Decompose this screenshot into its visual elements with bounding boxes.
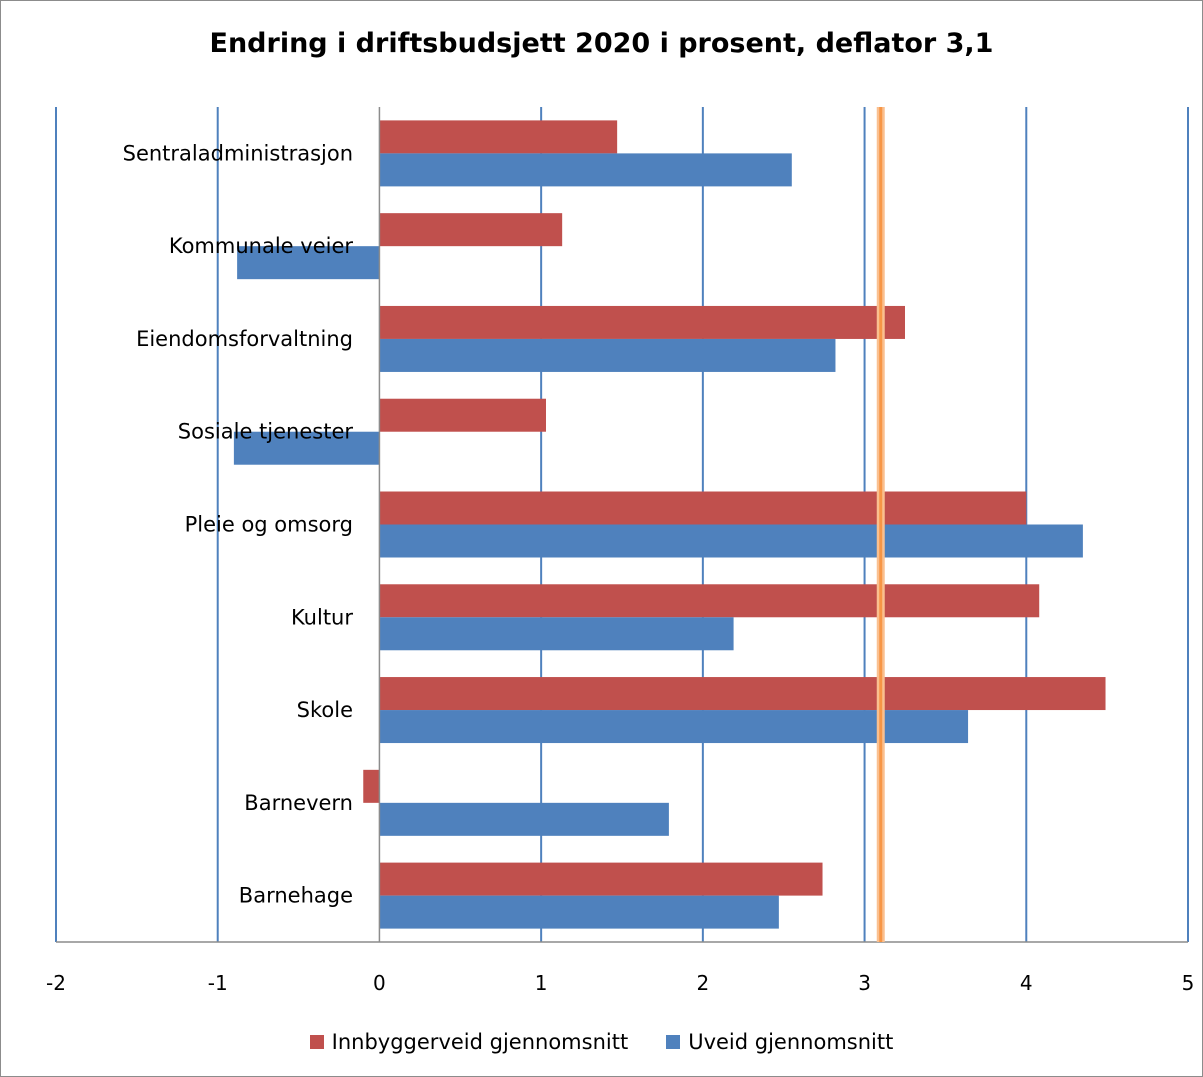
legend-label-innbyggerveid: Innbyggerveid gjennomsnitt xyxy=(331,1030,629,1054)
chart-title: Endring i driftsbudsjett 2020 i prosent,… xyxy=(209,28,994,59)
legend-item-innbyggerveid: Innbyggerveid gjennomsnitt xyxy=(309,1030,629,1054)
bar-innbyggerveid-4 xyxy=(379,491,1027,525)
legend: Innbyggerveid gjennomsnitt Uveid gjennom… xyxy=(0,1030,1203,1054)
category-label-4: Pleie og omsorg xyxy=(185,513,353,537)
category-label-3: Sosiale tjenester xyxy=(178,420,354,444)
bar-uveid-1 xyxy=(237,246,380,280)
category-label-7: Barnevern xyxy=(244,791,353,815)
bar-innbyggerveid-6 xyxy=(379,677,1106,711)
bar-innbyggerveid-8 xyxy=(379,862,823,896)
x-tick-label-1: -1 xyxy=(208,971,228,995)
x-tick-label-6: 4 xyxy=(1020,971,1033,995)
x-tick-label-7: 5 xyxy=(1182,971,1195,995)
bar-uveid-8 xyxy=(379,895,779,929)
bar-uveid-3 xyxy=(233,431,380,465)
legend-label-uveid: Uveid gjennomsnitt xyxy=(688,1030,894,1054)
bar-uveid-4 xyxy=(379,524,1083,558)
category-label-2: Eiendomsforvaltning xyxy=(136,327,353,351)
legend-item-uveid: Uveid gjennomsnitt xyxy=(666,1030,893,1054)
x-tick-label-2: 0 xyxy=(373,971,386,995)
bar-uveid-0 xyxy=(379,153,792,187)
category-label-5: Kultur xyxy=(291,605,353,629)
bar-uveid-6 xyxy=(379,710,969,744)
legend-swatch-red xyxy=(309,1035,324,1049)
bar-innbyggerveid-1 xyxy=(379,213,563,247)
bar-uveid-5 xyxy=(379,617,734,651)
category-label-8: Barnehage xyxy=(239,884,353,908)
bar-innbyggerveid-3 xyxy=(379,398,546,432)
bar-uveid-2 xyxy=(379,338,836,372)
bar-uveid-7 xyxy=(379,802,669,836)
bar-innbyggerveid-5 xyxy=(379,584,1040,618)
x-tick-label-5: 3 xyxy=(858,971,871,995)
bar-innbyggerveid-2 xyxy=(379,305,905,339)
bar-innbyggerveid-7 xyxy=(363,769,380,803)
bar-innbyggerveid-0 xyxy=(379,120,618,154)
category-label-1: Kommunale veier xyxy=(169,234,354,258)
legend-swatch-blue xyxy=(666,1035,681,1049)
category-label-6: Skole xyxy=(297,698,353,722)
x-tick-label-0: -2 xyxy=(46,971,66,995)
x-tick-label-4: 2 xyxy=(696,971,709,995)
category-label-0: Sentraladministrasjon xyxy=(123,141,353,165)
x-tick-label-3: 1 xyxy=(535,971,548,995)
